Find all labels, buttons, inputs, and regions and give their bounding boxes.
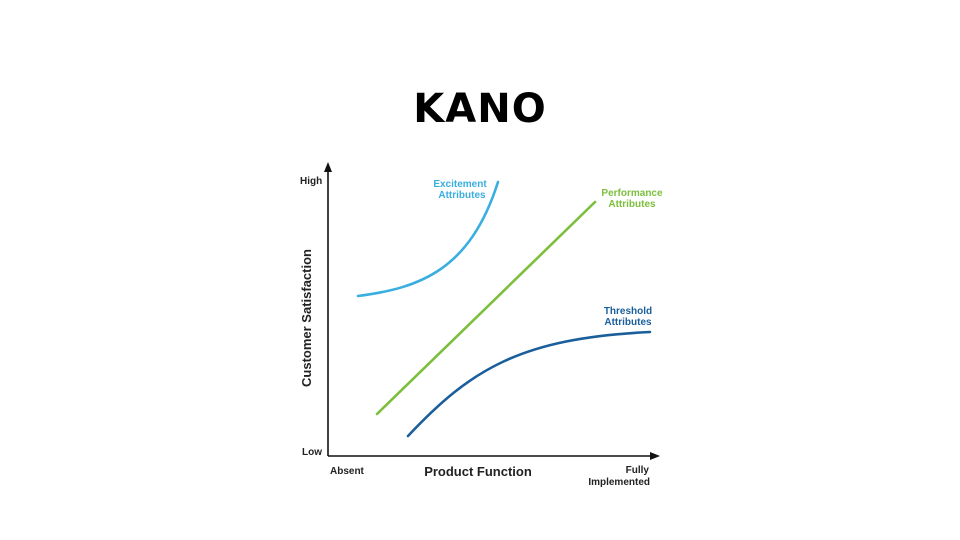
x-axis-title: Product Function [424, 464, 532, 479]
y-axis-low-label: Low [302, 447, 322, 458]
threshold-curve [406, 330, 652, 438]
x-axis-arrow [650, 452, 660, 460]
excitement-label-line2: Attributes [438, 190, 486, 201]
page-title: KANO [413, 86, 547, 132]
x-axis-end-label-line2: Implemented [588, 477, 650, 488]
excitement-label-line1: Excitement [433, 179, 487, 190]
y-axis-arrow [324, 162, 332, 172]
y-axis-title: Customer Satisfaction [299, 249, 314, 387]
performance-label-line2: Attributes [608, 199, 656, 210]
threshold-label-line2: Attributes [604, 317, 652, 328]
performance-label-line1: Performance [601, 188, 663, 199]
y-axis-high-label: High [300, 176, 322, 187]
threshold-label-line1: Threshold [604, 306, 652, 317]
excitement-curve [356, 180, 500, 298]
performance-line [375, 200, 597, 416]
x-axis-end-label-line1: Fully [626, 465, 650, 476]
x-axis-start-label: Absent [330, 466, 365, 477]
